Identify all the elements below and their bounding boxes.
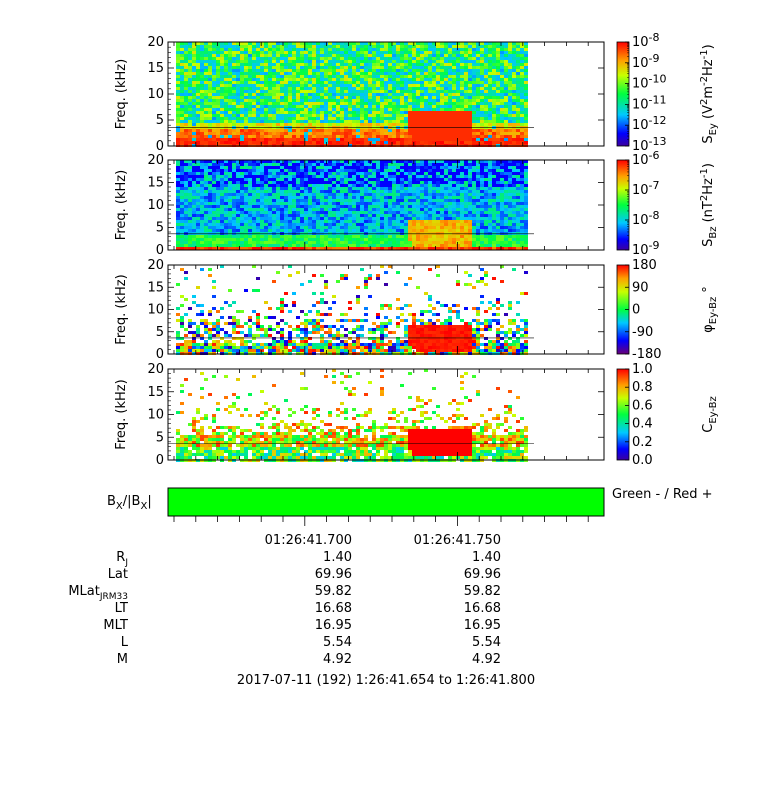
time-range-footer: 2017-07-11 (192) 1:26:41.654 to 1:26:41.… bbox=[237, 673, 535, 688]
colorbar-tick-label: 10-11 bbox=[632, 93, 667, 112]
colorbar-tick-label: 0.4 bbox=[632, 417, 653, 432]
ephemeris-value: 4.92 bbox=[472, 652, 501, 667]
ephemeris-label: LT bbox=[115, 601, 128, 616]
y-tick-label: 20 bbox=[147, 35, 164, 50]
ephemeris-value: 59.82 bbox=[464, 584, 501, 599]
colorbar: 180 90 0 -90 -180 φEy-Bz ° bbox=[617, 258, 719, 362]
y-tick-label: 10 bbox=[147, 87, 164, 102]
ephemeris-value: 5.54 bbox=[323, 635, 352, 650]
ephemeris-value: 59.82 bbox=[315, 584, 352, 599]
ephemeris-value: 1.40 bbox=[472, 550, 501, 565]
colorbar-tick-label: -90 bbox=[632, 325, 653, 340]
spectrogram-cells bbox=[176, 369, 528, 462]
ephemeris-label: L bbox=[121, 635, 129, 650]
colorbar-tick-label: 0 bbox=[632, 303, 640, 318]
ephemeris-label: MLT bbox=[103, 618, 128, 633]
spectrogram-cells bbox=[176, 160, 528, 250]
bx-legend: Green - / Red + bbox=[612, 487, 713, 502]
colorbar-tick-label: 10-7 bbox=[632, 179, 660, 198]
colorbar-tick-label: 10-9 bbox=[632, 239, 660, 258]
y-tick-label: 0 bbox=[156, 347, 164, 362]
colorbar-tick-label: 180 bbox=[632, 258, 657, 273]
y-tick-label: 20 bbox=[147, 153, 164, 168]
coherence-spectrogram: 0 5 10 15 20 Freq. (kHz) 1.0 0.8 0.6 0.4 0.2 0.0 CEy… bbox=[114, 362, 719, 468]
ephemeris-label: M bbox=[117, 652, 128, 667]
colorbar-tick-label: 0.6 bbox=[632, 398, 653, 413]
ephemeris-value: 16.68 bbox=[464, 601, 501, 616]
spectrogram-cells bbox=[176, 265, 528, 355]
y-tick-label: 5 bbox=[156, 430, 164, 445]
y-tick-label: 0 bbox=[156, 139, 164, 154]
y-tick-label: 15 bbox=[147, 385, 164, 400]
colorbar-tick-label: 10-8 bbox=[632, 31, 660, 50]
bx-sign-bar bbox=[168, 488, 604, 516]
colorbar-tick-label: 0.0 bbox=[632, 453, 653, 468]
y-tick-label: 20 bbox=[147, 362, 164, 377]
y-tick-label: 10 bbox=[147, 198, 164, 213]
colorbar-tick-label: 10-10 bbox=[632, 73, 667, 92]
time-tick-label: 01:26:41.700 bbox=[265, 533, 352, 548]
y-tick-label: 0 bbox=[156, 243, 164, 258]
y-tick-label: 5 bbox=[156, 221, 164, 236]
y-tick-label: 5 bbox=[156, 113, 164, 128]
ephemeris-value: 16.95 bbox=[315, 618, 352, 633]
y-axis-label: Freq. (kHz) bbox=[114, 274, 129, 344]
y-tick-label: 0 bbox=[156, 453, 164, 468]
y-axis-label: Freq. (kHz) bbox=[114, 170, 129, 240]
y-tick-label: 15 bbox=[147, 280, 164, 295]
ephemeris-value: 1.40 bbox=[323, 550, 352, 565]
ephemeris-value: 69.96 bbox=[315, 567, 352, 582]
ephemeris-value: 16.68 bbox=[315, 601, 352, 616]
bx-label: BX/|BX| bbox=[107, 494, 152, 512]
ephemeris-value: 16.95 bbox=[464, 618, 501, 633]
panel-frame bbox=[168, 265, 604, 354]
ephemeris-value: 4.92 bbox=[323, 652, 352, 667]
colorbar-label: SEy (V2m-2Hz-1) bbox=[699, 44, 719, 143]
y-tick-label: 5 bbox=[156, 325, 164, 340]
colorbar-tick-label: 10-12 bbox=[632, 114, 667, 133]
y-tick-label: 10 bbox=[147, 408, 164, 423]
ephemeris-value: 69.96 bbox=[464, 567, 501, 582]
colorbar-tick-label: 10-9 bbox=[632, 52, 660, 71]
colorbar-label: CEy-Bz bbox=[701, 396, 719, 433]
y-tick-label: 15 bbox=[147, 61, 164, 76]
colorbar: 1.0 0.8 0.6 0.4 0.2 0.0 CEy-Bz bbox=[617, 362, 719, 468]
colorbar-label: φEy-Bz ° bbox=[701, 286, 719, 333]
ephemeris-value: 5.54 bbox=[472, 635, 501, 650]
spectrogram-cells bbox=[176, 42, 528, 147]
y-tick-label: 10 bbox=[147, 303, 164, 318]
colorbar-tick-label: -180 bbox=[632, 347, 662, 362]
ephemeris-label: RJ bbox=[116, 550, 128, 568]
colorbar-tick-label: 90 bbox=[632, 280, 649, 295]
y-tick-label: 15 bbox=[147, 176, 164, 191]
ephemeris-table: 01:26:41.700 01:26:41.750 RJ 1.40 1.40 Lat 69.… bbox=[68, 533, 535, 688]
y-axis-label: Freq. (kHz) bbox=[114, 59, 129, 129]
ephemeris-label: MLatJRM33 bbox=[68, 584, 128, 602]
y-tick-label: 20 bbox=[147, 258, 164, 273]
colorbar-tick-label: 0.2 bbox=[632, 435, 653, 450]
colorbar-tick-label: 0.8 bbox=[632, 380, 653, 395]
colorbar-tick-label: 10-8 bbox=[632, 209, 660, 228]
ephemeris-label: Lat bbox=[108, 567, 128, 582]
y-axis-label: Freq. (kHz) bbox=[114, 379, 129, 449]
bx-sign-panel: BX/|BX| Green - / Red + bbox=[107, 487, 713, 526]
time-tick-label: 01:26:41.750 bbox=[414, 533, 501, 548]
phase-spectrogram: 0 5 10 15 20 Freq. (kHz) 180 90 0 -90 -180 φEy-Bz ° bbox=[114, 258, 719, 362]
colorbar-label: SBz (nT2Hz-1) bbox=[699, 163, 719, 247]
colorbar-tick-label: 1.0 bbox=[632, 362, 653, 377]
